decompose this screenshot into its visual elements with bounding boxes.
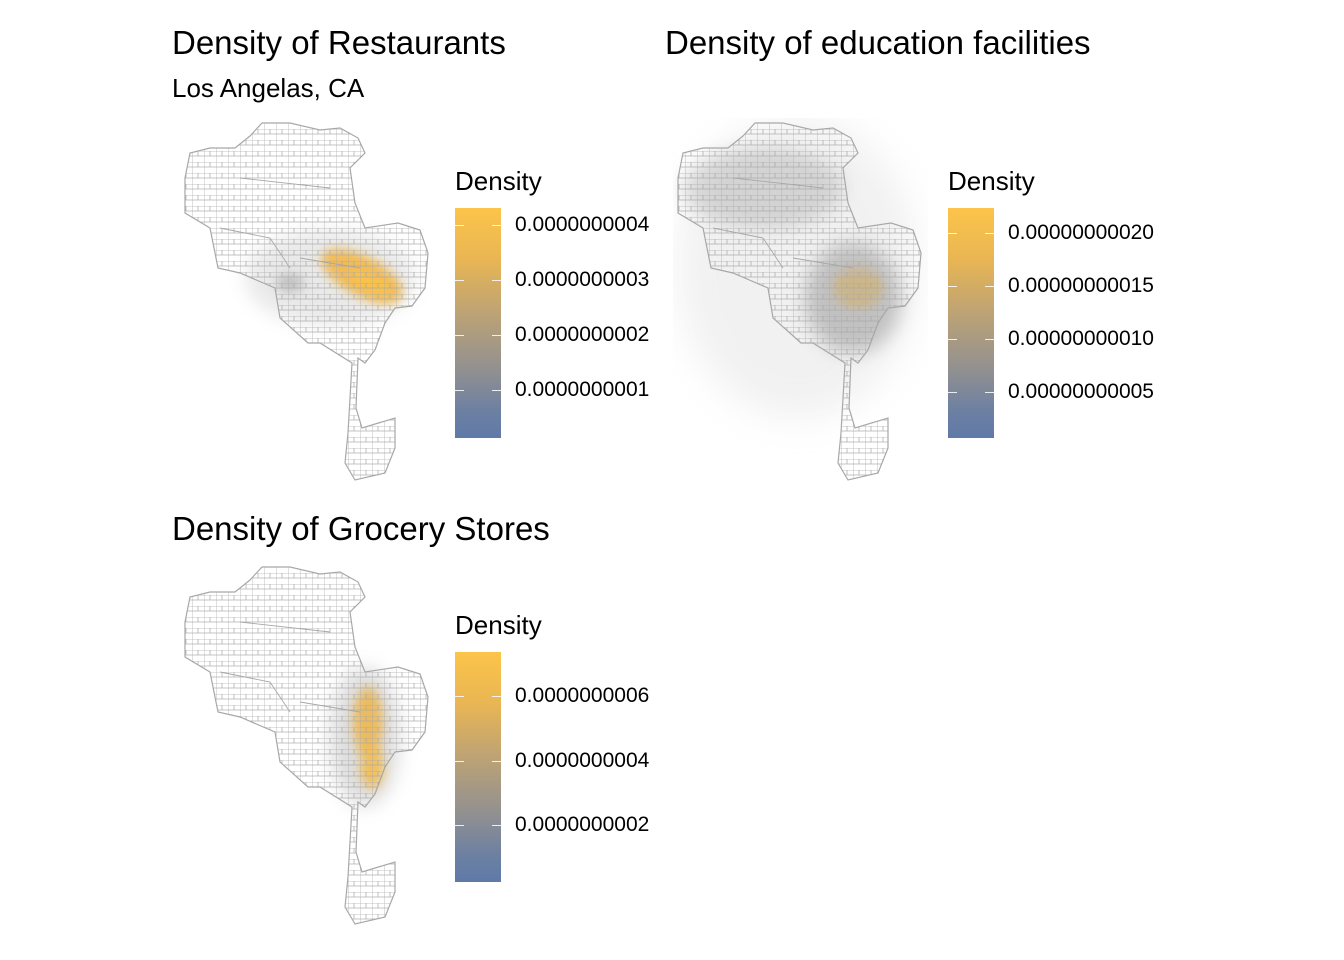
density-colorbar <box>455 652 501 882</box>
legend-tick-label: 0.0000000004 <box>515 749 650 772</box>
density-colorbar <box>948 208 994 438</box>
los-angeles-map <box>180 118 435 488</box>
panel-education: Density of education facilities Density … <box>665 24 1154 490</box>
los-angeles-map <box>180 562 435 932</box>
panel-title: Density of education facilities <box>665 24 1091 61</box>
legend-tick-label: 0.0000000001 <box>515 378 650 401</box>
panel-title: Density of Restaurants <box>172 24 506 61</box>
legend-tick-label: 0.0000000004 <box>515 213 650 236</box>
legend-title: Density <box>455 610 542 640</box>
panel-grocery: Density of Grocery Stores Density 0.0000… <box>0 0 670 960</box>
panel-subtitle: Los Angelas, CA <box>172 73 365 103</box>
legend-tick-label: 0.00000000015 <box>1008 274 1154 297</box>
legend-tick-label: 0.0000000002 <box>515 813 650 836</box>
legend-tick-label: 0.0000000006 <box>515 684 650 707</box>
legend-title: Density <box>455 166 542 196</box>
density-colorbar <box>455 208 501 438</box>
legend-tick-label: 0.00000000005 <box>1008 380 1154 403</box>
los-angeles-map <box>673 118 928 488</box>
legend-tick-label: 0.00000000010 <box>1008 327 1154 350</box>
legend-tick-label: 0.0000000002 <box>515 323 650 346</box>
legend-tick-label: 0.00000000020 <box>1008 221 1154 244</box>
panel-restaurants: Density of Restaurants Los Angelas, CA D… <box>0 0 670 490</box>
legend-title: Density <box>948 166 1035 196</box>
panel-title: Density of Grocery Stores <box>172 510 550 547</box>
legend-tick-label: 0.0000000003 <box>515 268 650 291</box>
